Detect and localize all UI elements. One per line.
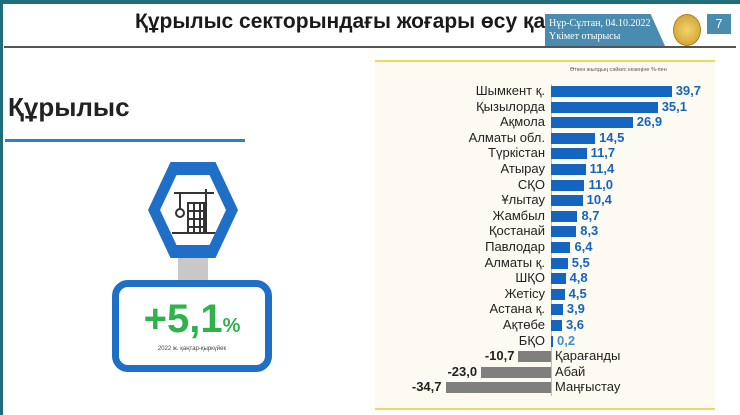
data-label: 3,9 <box>566 301 585 317</box>
category-label: Қостанай <box>488 223 545 239</box>
category-label: Түркістан <box>488 145 545 161</box>
bar <box>551 226 577 238</box>
category-label: БҚО <box>518 332 545 348</box>
growth-value: +5,1% <box>143 297 241 341</box>
data-label: 26,9 <box>636 114 663 130</box>
bar <box>551 335 553 347</box>
bar <box>551 273 566 285</box>
growth-card: +5,1% 2022 ж. қаңтар-қыркүйек <box>112 280 272 372</box>
slide-title: Құрылыс секторындағы жоғары өсу қар <box>135 10 558 33</box>
category-label: Жамбыл <box>492 207 545 223</box>
page-number: 7 <box>707 14 731 34</box>
category-label: Қызылорда <box>476 98 545 114</box>
period-label: 2022 ж. қаңтар-қыркүйек <box>157 346 227 352</box>
data-label: 0,2 <box>557 332 576 348</box>
bar <box>445 382 551 394</box>
category-label: Павлодар <box>485 239 545 254</box>
section-title: Құрылыс <box>8 92 130 122</box>
data-label: 11,0 <box>588 176 614 192</box>
divider <box>4 46 736 48</box>
bar <box>551 101 658 113</box>
data-label: 6,4 <box>574 239 593 254</box>
category-label: Астана қ. <box>489 301 545 317</box>
data-label: -23,0 <box>447 363 478 379</box>
hexagon-frame <box>148 162 238 258</box>
bar <box>551 195 583 207</box>
category-label: Алматы обл. <box>468 129 545 145</box>
category-label: Ақмола <box>499 114 545 130</box>
data-label: 35,1 <box>661 98 688 114</box>
category-label: Атырау <box>500 161 546 176</box>
bar <box>551 86 672 97</box>
category-label: ШҚО <box>515 270 545 286</box>
category-label: Алматы қ. <box>484 254 545 270</box>
category-label: Маңғыстау <box>555 379 621 395</box>
data-label: 39,7 <box>675 83 701 98</box>
data-label: 4,5 <box>568 285 587 301</box>
category-label: Ақтөбе <box>502 317 545 332</box>
data-label: 8,3 <box>580 223 599 239</box>
bar <box>518 351 551 363</box>
section-underline <box>5 139 245 142</box>
bar <box>551 164 586 175</box>
chart-title: Өткен жылдың сәйкес кезеңіне %-пен <box>570 67 667 73</box>
category-label: Шымкент қ. <box>475 83 545 98</box>
zero-axis <box>551 84 552 396</box>
data-label: 14,5 <box>599 129 625 145</box>
data-label: 4,8 <box>569 270 588 286</box>
bar <box>551 179 585 191</box>
bar <box>551 132 596 144</box>
data-label: -34,7 <box>411 379 442 395</box>
construction-crane-icon <box>172 189 216 234</box>
category-label: Ұлытау <box>501 192 545 208</box>
data-label: 3,6 <box>565 317 585 332</box>
bar <box>551 320 562 331</box>
bar <box>551 148 587 160</box>
event-name: Үкімет отырысы <box>549 31 621 42</box>
data-label: 8,7 <box>581 207 600 223</box>
data-label: 5,5 <box>571 254 590 270</box>
bar <box>551 242 571 253</box>
data-label: 10,4 <box>586 192 612 208</box>
category-label: Абай <box>555 363 586 379</box>
state-emblem-icon <box>673 14 701 46</box>
category-label: Жетісу <box>504 285 546 301</box>
bar <box>551 288 565 300</box>
event-badge: Нұр-Сұлтан, 04.10.2022 Үкімет отырысы <box>545 14 665 46</box>
bar <box>551 304 563 316</box>
category-label: СҚО <box>517 176 545 192</box>
data-label: -10,7 <box>484 348 515 364</box>
bar <box>551 210 578 222</box>
bar <box>481 366 551 378</box>
category-label: Қарағанды <box>555 348 621 364</box>
data-label: 11,7 <box>590 145 616 161</box>
location-date: Нұр-Сұлтан, 04.10.2022 <box>549 18 651 29</box>
bar <box>551 117 633 129</box>
data-label: 11,4 <box>589 161 615 176</box>
bar <box>551 257 568 269</box>
